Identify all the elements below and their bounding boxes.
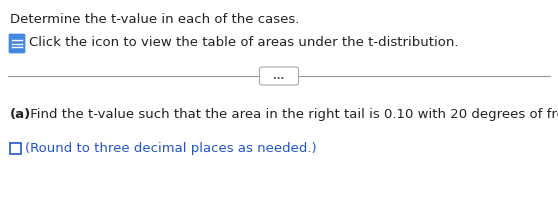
Text: (Round to three decimal places as needed.): (Round to three decimal places as needed… [25, 142, 316, 155]
Text: ...: ... [273, 71, 285, 81]
Text: Click the icon to view the table of areas under the t-distribution.: Click the icon to view the table of area… [29, 36, 459, 49]
FancyBboxPatch shape [259, 67, 299, 85]
FancyBboxPatch shape [10, 143, 21, 154]
Text: (a): (a) [10, 108, 31, 121]
Text: Determine the t-value in each of the cases.: Determine the t-value in each of the cas… [10, 13, 300, 26]
Text: Find the t-value such that the area in the right tail is 0.10 with 20 degrees of: Find the t-value such that the area in t… [26, 108, 558, 121]
FancyBboxPatch shape [9, 34, 25, 53]
